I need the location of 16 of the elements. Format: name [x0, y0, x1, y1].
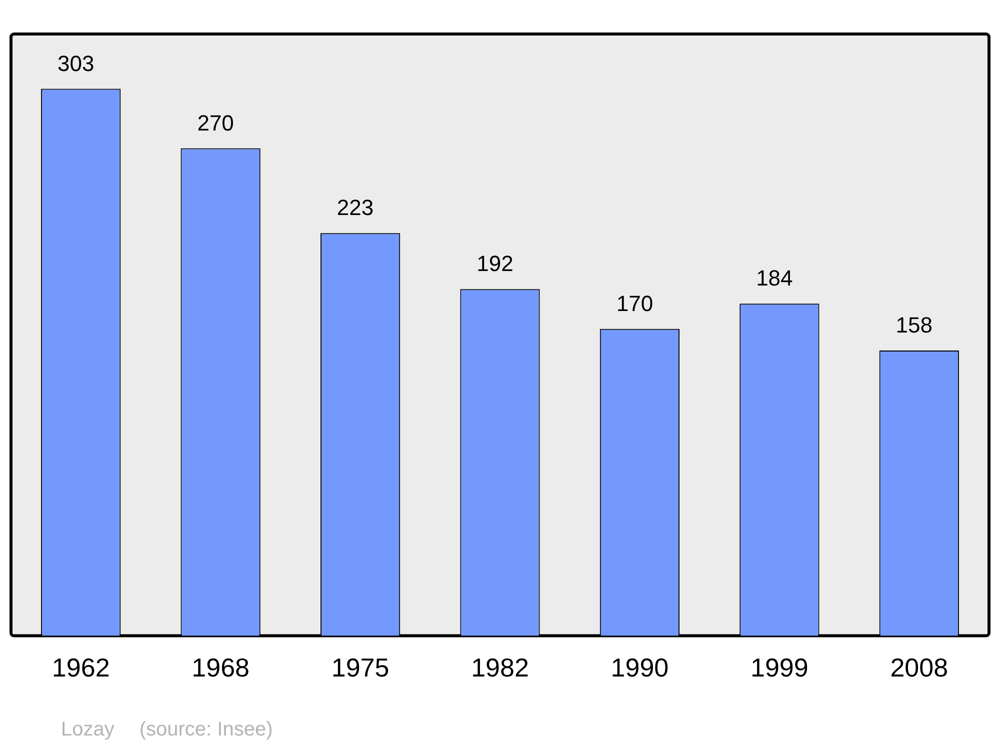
x-tick-label: 1990: [610, 652, 669, 683]
x-tick-label: 1982: [471, 652, 529, 683]
data-label: 158: [896, 312, 932, 338]
data-label: 303: [58, 50, 94, 76]
data-label: 270: [197, 110, 234, 136]
x-tick-label: 1962: [52, 652, 110, 683]
data-label: 223: [336, 195, 374, 220]
text: Lozay: [61, 718, 114, 741]
data-label: 192: [476, 251, 514, 276]
x-tick-label: 1999: [750, 652, 808, 683]
x-tick-label: 1968: [192, 652, 250, 683]
x-tick-label: 2008: [890, 652, 948, 683]
text: (source: Insee): [139, 718, 273, 741]
data-label: 170: [616, 290, 654, 316]
data-label: 184: [756, 266, 793, 291]
x-tick-label: 1975: [331, 652, 390, 683]
